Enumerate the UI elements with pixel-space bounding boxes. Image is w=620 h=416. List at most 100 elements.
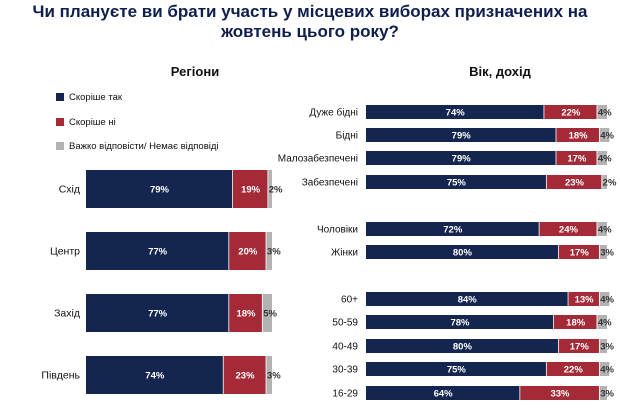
left-data-label-no: 19%: [241, 185, 261, 196]
right-category-label: Бідні: [336, 131, 358, 142]
right-bar-yes: [366, 128, 556, 142]
right-bar-yes: [366, 175, 546, 189]
left-bar-hard: [266, 232, 272, 270]
left-bar-no: [229, 232, 266, 270]
right-bar-no: [568, 292, 599, 306]
right-data-label-no: 23%: [565, 178, 585, 189]
right-bar-no: [539, 222, 597, 236]
left-data-label-hard: 3%: [267, 371, 281, 382]
right-data-label-no: 17%: [567, 154, 587, 165]
right-data-label-yes: 78%: [450, 318, 470, 329]
right-data-label-no: 18%: [566, 318, 586, 329]
right-data-label-hard: 4%: [600, 295, 614, 306]
left-bar-yes: [86, 232, 229, 270]
right-data-label-no: 17%: [570, 342, 590, 353]
right-bar-yes: [366, 151, 556, 165]
left-data-label-no: 23%: [236, 371, 256, 382]
right-bar-hard: [599, 339, 607, 353]
right-bar-yes: [366, 292, 568, 306]
right-bar-hard: [597, 151, 607, 165]
right-data-label-hard: 4%: [598, 318, 612, 329]
right-bar-no: [553, 315, 597, 329]
left-data-label-yes: 77%: [148, 309, 168, 320]
right-bar-yes: [366, 222, 539, 236]
right-bar-hard: [597, 105, 607, 119]
right-data-label-no: 18%: [569, 131, 589, 142]
right-bar-hard: [599, 245, 607, 259]
right-category-label: Малозабезпечені: [278, 153, 358, 165]
left-data-label-yes: 74%: [145, 371, 165, 382]
page-title: Чи плануєте ви брати участь у місцевих в…: [32, 2, 588, 41]
right-data-label-hard: 4%: [598, 225, 612, 236]
left-category-label: Захід: [54, 308, 80, 320]
right-data-label-no: 24%: [559, 225, 579, 236]
legend-swatch-hard: [56, 142, 64, 150]
left-data-label-yes: 77%: [148, 247, 168, 258]
left-bar-hard: [262, 294, 272, 332]
right-bar-hard: [597, 315, 607, 329]
right-bar-no: [556, 151, 597, 165]
legend-label-hard: Важко відповісти/ Немає відповіді: [69, 141, 219, 152]
right-category-label: Чоловіки: [317, 225, 358, 236]
legend-swatch-yes: [56, 93, 64, 101]
right-bar-hard: [599, 386, 607, 400]
right-data-label-yes: 75%: [447, 365, 467, 376]
right-data-label-hard: 4%: [598, 108, 612, 119]
right-bar-no: [556, 128, 599, 142]
right-data-label-no: 33%: [550, 389, 570, 400]
right-data-label-hard: 3%: [600, 248, 614, 259]
right-bar-no: [520, 386, 599, 400]
right-category-label: 40-49: [332, 342, 358, 353]
left-data-label-hard: 2%: [269, 185, 283, 196]
right-data-label-hard: 4%: [600, 131, 614, 142]
right-chart-subtitle: Вік, дохід: [469, 64, 531, 79]
right-data-label-no: 22%: [564, 365, 584, 376]
left-data-label-hard: 5%: [263, 309, 277, 320]
right-data-label-yes: 84%: [458, 295, 478, 306]
right-data-label-hard: 2%: [603, 178, 617, 189]
right-category-label: 50-59: [332, 318, 358, 329]
left-category-label: Центр: [50, 246, 80, 258]
left-bar-yes: [86, 170, 233, 208]
right-data-label-no: 22%: [561, 108, 581, 119]
right-bar-no: [558, 245, 599, 259]
right-data-label-hard: 3%: [600, 342, 614, 353]
right-category-label: Забезпечені: [302, 177, 358, 189]
right-category-label: 60+: [341, 295, 358, 306]
legend-label-yes: Скоріше так: [69, 92, 123, 103]
left-data-label-no: 18%: [236, 309, 256, 320]
right-category-label: 30-39: [332, 365, 358, 376]
legend-item-no: Скоріше ні: [56, 117, 116, 128]
right-bar-no: [546, 362, 599, 376]
legend-item-yes: Скоріше так: [56, 92, 122, 103]
left-bar-yes: [86, 356, 223, 394]
right-bar-yes: [366, 362, 546, 376]
right-bar-no: [558, 339, 599, 353]
right-data-label-yes: 72%: [443, 225, 463, 236]
left-bar-no: [223, 356, 266, 394]
right-category-label: 16-29: [332, 389, 358, 400]
left-bar-yes: [86, 294, 229, 332]
left-category-label: Схід: [59, 184, 80, 196]
right-bar-yes: [366, 386, 520, 400]
right-bar-yes: [366, 105, 544, 119]
right-bar-hard: [602, 175, 607, 189]
right-bar-no: [546, 175, 602, 189]
right-data-label-hard: 4%: [598, 154, 612, 165]
legend-item-hard: Важко відповісти/ Немає відповіді: [56, 141, 219, 152]
legend-label-no: Скоріше ні: [69, 117, 116, 128]
right-data-label-yes: 80%: [453, 248, 473, 259]
right-data-label-yes: 74%: [446, 108, 466, 119]
right-bar-yes: [366, 245, 558, 259]
right-bar-hard: [597, 222, 607, 236]
right-data-label-hard: 4%: [600, 365, 614, 376]
right-bar-hard: [599, 128, 610, 142]
right-bar-hard: [599, 362, 610, 376]
right-bar-no: [544, 105, 597, 119]
right-data-label-yes: 75%: [447, 178, 467, 189]
left-data-label-yes: 79%: [150, 185, 170, 196]
right-data-label-yes: 79%: [452, 154, 472, 165]
right-category-label: Жінки: [331, 248, 358, 259]
right-bar-hard: [599, 292, 610, 306]
